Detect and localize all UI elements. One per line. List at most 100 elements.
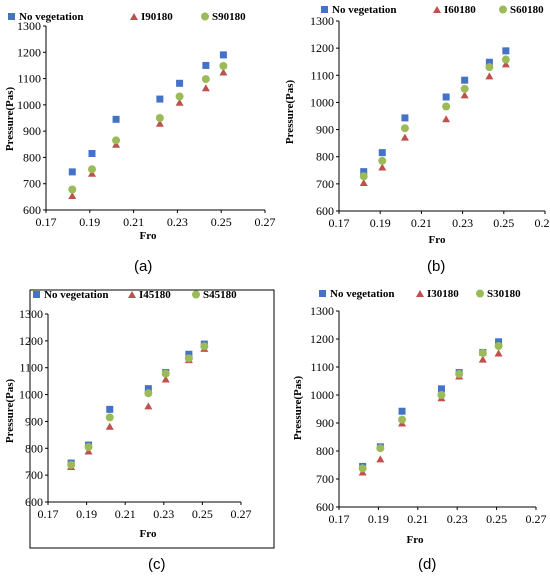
y-tick-label: 1300 — [310, 304, 334, 318]
data-point — [88, 149, 96, 157]
data-point — [398, 407, 406, 415]
legend-marker-triangle — [128, 291, 136, 298]
y-tick-label: 1300 — [17, 19, 41, 33]
data-point — [87, 165, 96, 174]
series-s45180 — [67, 342, 209, 469]
data-point — [494, 342, 503, 350]
y-tick-label: 1200 — [19, 334, 43, 348]
y-tick-label: 800 — [316, 444, 334, 458]
legend-marker-square — [33, 291, 40, 298]
data-point — [455, 370, 464, 378]
data-point — [376, 455, 385, 463]
data-point — [112, 115, 120, 123]
data-point — [494, 349, 503, 357]
y-tick-label: 700 — [23, 177, 41, 191]
data-point — [502, 47, 510, 55]
x-tick-label: 0.25 — [486, 512, 507, 526]
data-point — [442, 115, 451, 123]
x-tick-label: 0.27 — [526, 512, 547, 526]
legend-marker-triangle — [416, 290, 424, 297]
data-point — [501, 55, 510, 64]
data-point — [442, 93, 450, 101]
data-point — [84, 442, 93, 451]
y-tick-label: 800 — [316, 150, 334, 164]
data-point — [378, 163, 387, 171]
data-point — [401, 114, 409, 122]
legend-label: S45180 — [203, 289, 237, 301]
y-tick-label: 1200 — [17, 45, 41, 59]
panel-label: (c) — [148, 556, 166, 573]
legend-label: No vegetation — [332, 4, 396, 16]
data-point — [485, 72, 494, 80]
y-tick-label: 1100 — [19, 361, 43, 375]
data-point — [84, 447, 93, 455]
data-point — [67, 460, 76, 469]
series-i30180 — [358, 349, 503, 476]
legend-label: S30180 — [487, 288, 521, 300]
x-tick-label: 0.21 — [411, 216, 432, 230]
data-point — [461, 76, 469, 84]
data-point — [144, 389, 153, 398]
axes: 600 700 800 900 1000 1100 1200 1300 0.17 0.19 0.21… — [19, 307, 252, 521]
data-point — [175, 92, 184, 101]
panel-label: (d) — [418, 556, 436, 573]
legend: No vegetation I30180 S30180 — [319, 288, 521, 300]
x-tick-label: 0.17 — [38, 507, 59, 521]
legend-label: I60180 — [444, 4, 476, 16]
data-point — [105, 413, 114, 422]
y-tick-label: 900 — [316, 123, 334, 137]
chart-panel-d: No vegetation I30180 S30180 Pressure(Pas… — [292, 288, 547, 573]
x-tick-label: 0.25 — [493, 216, 514, 230]
data-point — [144, 402, 153, 410]
legend-label: S60180 — [510, 4, 544, 16]
y-tick-label: 1300 — [19, 307, 43, 321]
legend: No vegetation I90180 S90180 — [8, 11, 246, 23]
y-tick-label: 600 — [23, 203, 41, 217]
series-i45180 — [67, 344, 209, 471]
y-tick-label: 700 — [25, 468, 43, 482]
series-i90180 — [68, 68, 228, 200]
series-i60180 — [359, 60, 510, 186]
y-tick-label: 700 — [316, 177, 334, 191]
x-axis-title: Fro — [429, 234, 446, 246]
series-s60180 — [359, 55, 510, 181]
data-point — [378, 156, 387, 165]
x-tick-label: 0.23 — [153, 507, 174, 521]
x-tick-label: 0.23 — [452, 216, 473, 230]
data-point — [185, 350, 193, 358]
data-point — [460, 84, 469, 93]
data-point — [155, 114, 164, 122]
y-tick-label: 700 — [316, 472, 334, 486]
data-point — [400, 124, 409, 133]
data-point — [155, 119, 164, 127]
legend-marker-circle — [476, 289, 484, 298]
data-point — [156, 95, 164, 103]
data-point — [378, 149, 386, 157]
y-tick-label: 600 — [316, 500, 334, 514]
legend-label: S90180 — [212, 11, 246, 23]
legend: No vegetation I60180 S60180 — [321, 4, 544, 16]
y-tick-label: 1000 — [310, 388, 334, 402]
x-tick-label: 0.23 — [447, 512, 468, 526]
chart-panel-b: No vegetation I60180 S60180 Pressure(Pas… — [284, 4, 550, 275]
y-tick-label: 1000 — [19, 388, 43, 402]
data-point — [485, 63, 494, 72]
legend-label: No vegetation — [19, 11, 83, 23]
legend-marker-circle — [201, 12, 209, 21]
legend-marker-square — [319, 290, 326, 297]
data-point — [201, 75, 210, 84]
x-axis-title: Fro — [407, 534, 424, 546]
data-point — [398, 415, 407, 424]
data-point — [68, 192, 77, 200]
series-s30180 — [358, 342, 503, 473]
y-tick-label: 900 — [25, 414, 43, 428]
data-point — [442, 102, 451, 111]
x-tick-label: 0.21 — [123, 215, 144, 229]
x-tick-label: 0.19 — [368, 512, 389, 526]
legend-label: I30180 — [427, 288, 459, 300]
data-point — [144, 385, 152, 393]
x-tick-label: 0.23 — [167, 215, 188, 229]
y-tick-label: 1300 — [310, 14, 334, 28]
data-point — [219, 68, 228, 76]
